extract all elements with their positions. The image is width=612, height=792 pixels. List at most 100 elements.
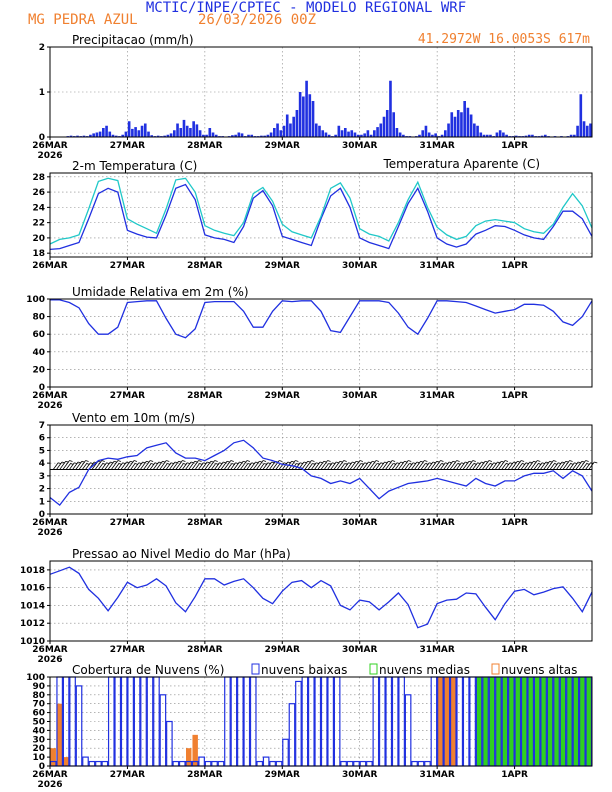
legend-label: nuvens altas xyxy=(501,663,577,677)
precip-bar xyxy=(172,130,176,137)
wind-barb xyxy=(375,462,382,470)
cloud-bar-low xyxy=(275,760,283,767)
precip-bar xyxy=(92,133,95,137)
wind-barb xyxy=(133,462,140,470)
x-tick-label: 1APR xyxy=(501,141,528,151)
cloud-bar-low xyxy=(372,676,380,767)
precip-bar xyxy=(237,132,241,137)
wind-barb xyxy=(575,461,583,470)
x-tick-label: 1APR xyxy=(501,261,528,271)
wind-barb-flag xyxy=(279,460,283,462)
wind-barb-flag xyxy=(85,460,89,462)
wind-barb xyxy=(220,461,228,470)
precip-bar xyxy=(324,132,328,137)
wind-barb xyxy=(252,461,260,470)
cloud-bar-high xyxy=(50,748,56,766)
cloud-bar-low xyxy=(178,760,186,767)
cloud-bar-mid xyxy=(534,677,540,766)
wind-barb xyxy=(240,460,248,470)
precip-bar xyxy=(327,134,331,137)
wind-barb xyxy=(175,460,183,470)
precip-bar xyxy=(169,133,173,137)
header-coords: 41.2972W 16.0053S 617m xyxy=(418,32,590,47)
panel-title: Precipitacao (mm/h) xyxy=(72,33,194,47)
wind-barb xyxy=(398,461,405,470)
x-tick-label: 26MAR xyxy=(32,261,67,271)
precip-bar xyxy=(353,132,357,137)
x-tick-label: 28MAR xyxy=(187,261,222,271)
cloud-bar-high xyxy=(186,748,192,766)
y-tick-label: 0 xyxy=(39,762,45,772)
precip-bar xyxy=(111,134,115,137)
year-label: 2026 xyxy=(37,780,62,790)
x-tick-label: 28MAR xyxy=(187,770,222,780)
precip-bar xyxy=(185,125,189,137)
cloud-bar-mid xyxy=(553,677,560,766)
x-tick-label: 26MAR xyxy=(32,518,67,528)
wind-barb xyxy=(581,463,588,470)
cloud-bar-low xyxy=(430,676,438,767)
precip-bar xyxy=(124,131,128,137)
precip-bar xyxy=(389,80,392,137)
precip-bar xyxy=(266,134,270,137)
wind-barb xyxy=(469,463,475,470)
legend-swatch xyxy=(491,663,500,675)
wind-barb xyxy=(230,462,236,470)
header-location: MG PEDRA AZUL xyxy=(28,12,138,28)
wind-barb xyxy=(365,461,373,470)
wind-barb xyxy=(94,460,103,470)
cloud-bar-low xyxy=(366,760,373,767)
cloud-bar-mid xyxy=(489,677,495,766)
legend-apparent-temp: Temperatura Aparente (C) xyxy=(382,157,540,171)
precip-bar xyxy=(524,135,528,137)
precip-bar xyxy=(434,133,437,137)
precip-bar xyxy=(163,135,166,137)
precip-bar xyxy=(502,132,505,137)
wind-barb xyxy=(130,463,136,470)
panel-title: Cobertura de Nuvens (%) xyxy=(72,663,224,677)
wind-barb xyxy=(569,462,575,470)
wind-barb-flag xyxy=(594,461,598,464)
x-tick-label: 28MAR xyxy=(187,645,222,655)
y-tick-label: 1018 xyxy=(20,566,45,576)
precip-bar xyxy=(285,114,289,137)
precip-bar xyxy=(498,130,502,137)
cloud-bar-mid xyxy=(508,677,515,766)
wind-barb xyxy=(456,462,462,470)
precip-bar xyxy=(402,134,405,137)
wind-barb xyxy=(540,461,547,470)
wind-barb-flag xyxy=(246,460,251,462)
wind-barb-flag xyxy=(488,460,493,462)
precip-bar xyxy=(531,134,534,137)
y-tick-label: 30 xyxy=(32,735,45,745)
wind-barb xyxy=(269,461,276,470)
precip-bar xyxy=(208,128,212,137)
cloud-bar-mid xyxy=(566,677,573,766)
wind-barb xyxy=(443,461,450,470)
wind-barb xyxy=(323,463,329,470)
y-tick-label: 80 xyxy=(32,691,45,701)
wind-barb xyxy=(407,462,414,470)
series-line xyxy=(49,183,593,251)
year-label: 2026 xyxy=(37,655,62,665)
wind-barb xyxy=(459,461,466,470)
panel-frame xyxy=(49,46,593,138)
cloud-bar-low xyxy=(82,756,89,767)
wind-barb xyxy=(320,460,328,470)
header-run: 26/03/2026 00Z xyxy=(198,12,316,28)
cloud-bar-mid xyxy=(586,677,592,766)
wind-barb xyxy=(501,463,507,470)
x-tick-label: 31MAR xyxy=(419,645,454,655)
cloud-bar-low xyxy=(230,676,238,767)
precip-bar xyxy=(369,134,373,137)
wind-barb xyxy=(346,461,353,470)
y-tick-label: 1012 xyxy=(20,619,45,629)
precip-bar xyxy=(147,131,150,137)
wind-barb xyxy=(440,462,446,470)
precip-bar xyxy=(540,135,544,137)
wind-barb xyxy=(578,460,587,470)
wind-barb-flag xyxy=(424,460,428,462)
precip-bar xyxy=(366,130,370,137)
